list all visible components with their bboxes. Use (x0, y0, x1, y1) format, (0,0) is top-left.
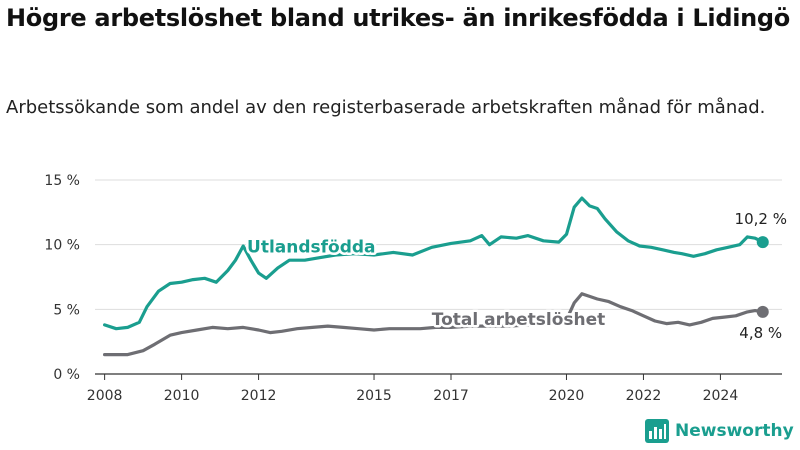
x-tick-label: 2015 (356, 388, 392, 404)
y-tick-label: 10 % (44, 238, 80, 254)
series-end-marker (756, 305, 769, 318)
series-end-label: 10,2 % (735, 210, 787, 228)
y-tick-label: 15 % (44, 173, 80, 189)
x-tick-label: 2008 (87, 388, 123, 404)
page-subtitle: Arbetssökande som andel av den registerb… (6, 97, 766, 118)
series-line-total (103, 292, 765, 357)
brand-logo: Newsworthy (645, 419, 794, 443)
x-tick-label: 2017 (433, 388, 469, 404)
y-tick-label: 5 % (53, 302, 80, 318)
series-name-label: Total arbetslöshet (432, 310, 606, 330)
x-tick-label: 2012 (241, 388, 277, 404)
series-line-utlandsfodda (103, 196, 765, 331)
x-tick-label: 2010 (164, 388, 200, 404)
x-tick-label: 2022 (626, 388, 662, 404)
x-tick-label: 2020 (549, 388, 585, 404)
y-tick-label: 0 % (53, 367, 80, 383)
series-name-label: Utlandsfödda (247, 237, 376, 257)
page-title: Högre arbetslöshet bland utrikes- än inr… (6, 4, 790, 32)
series-end-label: 4,8 % (739, 324, 782, 342)
brand-logo-icon (645, 419, 669, 443)
brand-name: Newsworthy (675, 421, 794, 441)
x-tick-label: 2024 (703, 388, 739, 404)
series-end-marker (756, 236, 769, 249)
